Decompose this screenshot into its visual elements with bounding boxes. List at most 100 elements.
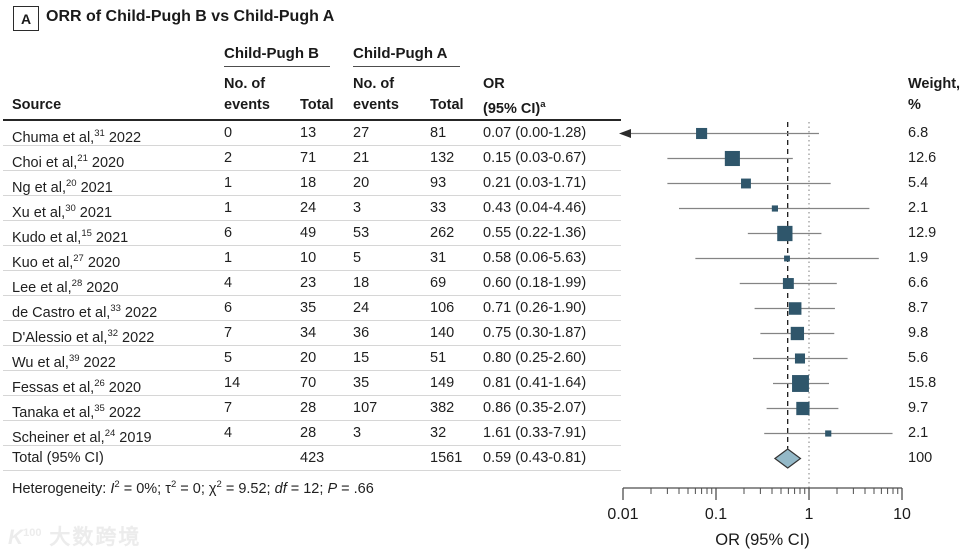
or-ci-cell: 0.07 (0.00-1.28) (483, 125, 587, 141)
total-weight-cell: 100 (908, 450, 933, 466)
or-ci-cell: 1.61 (0.33-7.91) (483, 425, 587, 441)
source-cell: Ng et al,20 2021 (12, 178, 113, 196)
source-cell: Scheiner et al,24 2019 (12, 428, 152, 446)
panel-title: ORR of Child-Pugh B vs Child-Pugh A (46, 8, 335, 25)
b-events-cell: 5 (224, 350, 233, 366)
b-total-cell: 34 (300, 325, 317, 341)
row-divider (3, 170, 621, 171)
or-ci-cell: 0.58 (0.06-5.63) (483, 250, 587, 266)
row-divider (3, 295, 621, 296)
b-total-cell: 28 (300, 400, 317, 416)
b-events-cell: 2 (224, 150, 233, 166)
reference-superscript: 27 (73, 253, 84, 264)
reference-superscript: 24 (104, 428, 116, 439)
table-row: Tanaka et al,35 2022 7 28 107 382 0.86 (0.35-… (0, 396, 979, 421)
a-total-cell: 31 (430, 250, 447, 266)
or-ci-cell: 0.81 (0.41-1.64) (483, 375, 587, 391)
weight-cell: 1.9 (908, 250, 929, 266)
col-header-a-events: events (353, 97, 399, 113)
b-events-cell: 1 (224, 200, 233, 216)
or-ci-cell: 0.21 (0.03-1.71) (483, 175, 587, 191)
row-divider (3, 395, 621, 396)
x-axis-title: OR (95% CI) (715, 531, 809, 549)
reference-superscript: 32 (107, 328, 119, 339)
a-total-cell: 32 (430, 425, 447, 441)
b-total-cell: 28 (300, 425, 317, 441)
weight-cell: 6.6 (908, 275, 929, 291)
x-axis-tick-label: 10 (893, 506, 911, 523)
a-events-cell: 36 (353, 325, 370, 341)
table-row: Ng et al,20 2021 1 18 20 93 0.21 (0.03-1.71) 5… (0, 171, 979, 196)
a-total-cell: 382 (430, 400, 455, 416)
source-cell: Lee et al,28 2020 (12, 278, 119, 296)
table-row: Fessas et al,26 2020 14 70 35 149 0.81 (0.41-… (0, 371, 979, 396)
row-divider (3, 470, 621, 471)
reference-superscript: 28 (71, 278, 83, 289)
row-divider (3, 370, 621, 371)
source-cell: Chuma et al,31 2022 (12, 128, 142, 146)
table-row: Xu et al,30 2021 1 24 3 33 0.43 (0.04-4.46) 2.… (0, 196, 979, 221)
b-total-cell: 18 (300, 175, 317, 191)
b-events-cell: 6 (224, 300, 233, 316)
b-events-cell: 4 (224, 275, 233, 291)
table-row: Kuo et al,27 2020 1 10 5 31 0.58 (0.06-5.63) 1… (0, 246, 979, 271)
reference-superscript: 35 (94, 403, 105, 414)
heterogeneity-segment: P (327, 480, 338, 497)
total-or-ci-cell: 0.59 (0.43-0.81) (483, 450, 587, 466)
a-events-cell: 3 (353, 200, 362, 216)
a-total-cell: 140 (430, 325, 455, 341)
col-header-b-noof: No. of (224, 76, 266, 92)
heterogeneity-segment: 2 (114, 479, 120, 490)
source-cell: Xu et al,30 2021 (12, 203, 113, 221)
table-row: Wu et al,39 2022 5 20 15 51 0.80 (0.25-2.60) 5… (0, 346, 979, 371)
x-axis-tick-label: 0.01 (607, 506, 638, 523)
reference-superscript: 15 (81, 228, 92, 239)
watermark-logo: K100 大数跨境 (8, 521, 141, 551)
weight-cell: 15.8 (908, 375, 937, 391)
or-ci-cell: 0.55 (0.22-1.36) (483, 225, 587, 241)
source-cell: Tanaka et al,35 2022 (12, 403, 142, 421)
source-cell: Kuo et al,27 2020 (12, 253, 121, 271)
col-header-b-total: Total (300, 97, 334, 113)
or-ci-cell: 0.71 (0.26-1.90) (483, 300, 587, 316)
heterogeneity-segment: = .66 (337, 480, 374, 497)
heterogeneity-segment: Heterogeneity: (12, 480, 111, 497)
row-divider (3, 320, 621, 321)
col-header-b-events: events (224, 97, 270, 113)
b-events-cell: 4 (224, 425, 233, 441)
a-events-cell: 21 (353, 150, 370, 166)
table-row: Choi et al,21 2020 2 71 21 132 0.15 (0.03-0.6… (0, 146, 979, 171)
col-header-source: Source (12, 97, 62, 113)
a-total-cell: 51 (430, 350, 447, 366)
reference-superscript: 39 (68, 353, 80, 364)
heterogeneity-segment: 2 (216, 479, 222, 490)
a-total-cell: 81 (430, 125, 447, 141)
table-row: Chuma et al,31 2022 0 13 27 81 0.07 (0.00-1.2… (0, 121, 979, 146)
b-total-cell: 23 (300, 275, 317, 291)
b-events-cell: 14 (224, 375, 241, 391)
b-events-cell: 1 (224, 175, 233, 191)
weight-cell: 12.9 (908, 225, 937, 241)
a-events-cell: 18 (353, 275, 370, 291)
weight-cell: 12.6 (908, 150, 937, 166)
row-divider (3, 245, 621, 246)
a-events-cell: 5 (353, 250, 362, 266)
heterogeneity-segment: 2 (170, 479, 177, 490)
or-ci-cell: 0.86 (0.35-2.07) (483, 400, 587, 416)
b-total-cell: 24 (300, 200, 317, 216)
row-divider (3, 420, 621, 421)
or-footnote-marker: a (540, 99, 546, 110)
group-header-child-pugh-b: Child-Pugh B (224, 45, 319, 62)
col-header-weight-line2: % (908, 97, 921, 113)
row-divider (3, 145, 621, 146)
b-events-cell: 7 (224, 400, 233, 416)
a-total-cell: 93 (430, 175, 447, 191)
watermark-icon-sup: 100 (23, 527, 42, 539)
table-row: Lee et al,28 2020 4 23 18 69 0.60 (0.18-1.99)… (0, 271, 979, 296)
a-total-cell: 132 (430, 150, 455, 166)
or-ci-cell: 0.43 (0.04-4.46) (483, 200, 587, 216)
row-divider (3, 195, 621, 196)
a-total-cell: 69 (430, 275, 447, 291)
group-underline-b (224, 66, 330, 67)
heterogeneity-segment: = 0; χ (176, 480, 217, 497)
